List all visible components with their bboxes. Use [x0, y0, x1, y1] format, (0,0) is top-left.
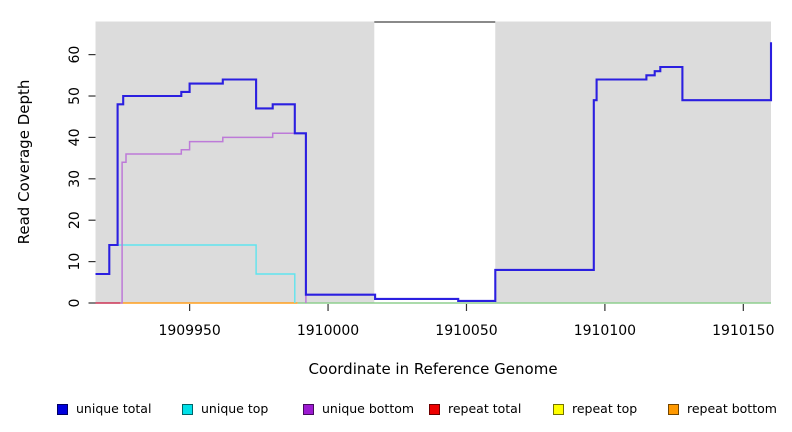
legend-entry-repeat-top: repeat top: [553, 401, 637, 417]
series-lines: [95, 42, 773, 304]
y-tick-label: 30: [67, 170, 83, 188]
y-tick-label: 50: [67, 87, 83, 105]
repeat-total-swatch-icon: [429, 403, 440, 415]
plot-area: 1909950 1910000 1910050 1910100 1910150 0 10 20…: [15, 21, 774, 378]
axis-tick-labels: 1909950 1910000 1910050 1910100 1910150 0 10 20…: [67, 46, 774, 339]
legend: unique total unique top unique bottom re…: [0, 401, 792, 421]
x-tick-label: 1910050: [435, 323, 497, 339]
legend-entry-unique-total: unique total: [57, 401, 151, 417]
legend-label: unique total: [76, 401, 152, 416]
x-tick-label: 1910100: [574, 323, 636, 339]
repeat-bottom-swatch-icon: [668, 403, 679, 415]
y-tick-label: 60: [67, 46, 83, 64]
shaded-region: [495, 21, 771, 303]
legend-label: repeat total: [448, 401, 522, 416]
shaded-region: [95, 21, 375, 303]
unique-bottom-swatch-icon: [303, 403, 314, 415]
y-axis-label: Read Coverage Depth: [15, 80, 33, 245]
legend-label: repeat bottom: [687, 401, 777, 416]
repeat-top-swatch-icon: [553, 403, 564, 415]
legend-entry-unique-bottom: unique bottom: [303, 401, 414, 417]
series-line-unique-top: [117, 244, 296, 303]
x-axis-label: Coordinate in Reference Genome: [308, 360, 557, 378]
unique-top-swatch-icon: [182, 403, 193, 415]
legend-entry-repeat-total: repeat total: [429, 401, 521, 417]
legend-label: repeat top: [572, 401, 638, 416]
x-tick-label: 1910000: [297, 323, 359, 339]
y-tick-label: 40: [67, 128, 83, 146]
shaded-regions: [95, 21, 771, 303]
x-tick-label: 1909950: [158, 323, 220, 339]
legend-entry-unique-top: unique top: [182, 401, 268, 417]
legend-label: unique top: [201, 401, 269, 416]
legend-label: unique bottom: [322, 401, 415, 416]
y-tick-label: 0: [67, 299, 83, 308]
axis-ticks: [88, 54, 744, 311]
series-line-unique-bottom: [120, 132, 307, 304]
y-tick-label: 10: [67, 253, 83, 271]
x-tick-label: 1910150: [712, 323, 774, 339]
unique-total-swatch-icon: [57, 403, 68, 415]
y-tick-label: 20: [67, 211, 83, 229]
legend-entry-repeat-bottom: repeat bottom: [668, 401, 777, 417]
series-line-unique-total: [95, 42, 773, 302]
